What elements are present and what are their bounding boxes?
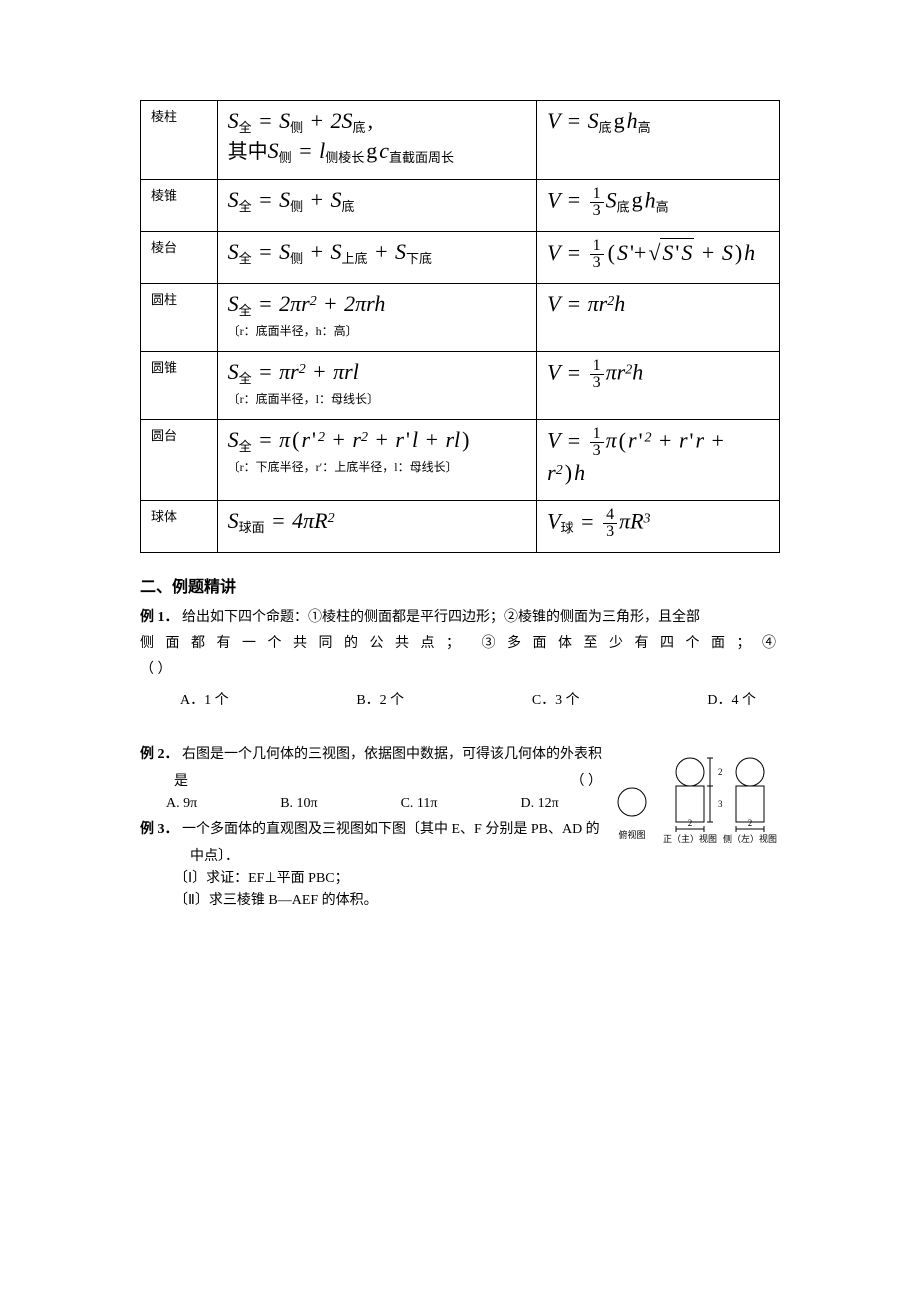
shape-name: 棱锥 [141,179,218,231]
svg-text:侧（左）视图: 侧（左）视图 [723,833,777,844]
example-3-stem-line1: 一个多面体的直观图及三视图如下图〔其中 E、F 分别是 PB、AD 的 [182,822,600,837]
example-3-stem-line2: 中点〕． [140,846,602,868]
table-row: 棱台S全 = S侧 + S上底 + S下底V = 13(S'+S'S + S)h [141,231,780,283]
example-3-sub1: 〔Ⅰ〕求证：EF⊥平面 PBC； [140,868,602,890]
option-a: A．1 个 [180,690,229,712]
example-3-sub2: 〔Ⅱ〕求三棱锥 B—AEF 的体积。 [140,890,602,912]
svg-text:3: 3 [718,799,723,809]
three-view-figure: 俯视图 2 3 2 正（主）视图 2 侧（左）视图 [610,740,780,856]
volume-cell: V = S底gh高 [537,101,780,180]
surface-area-cell: S全 = π(r'2 + r2 + r'l + rl)〔r：下底半径，r′：上底… [217,420,537,501]
example-1-label: 例 1． [140,610,179,625]
svg-text:2: 2 [718,767,723,777]
example-3-label: 例 3． [140,822,179,837]
table-row: 圆台S全 = π(r'2 + r2 + r'l + rl)〔r：下底半径，r′：… [141,420,780,501]
table-row: 棱锥S全 = S侧 + S底V = 13S底gh高 [141,179,780,231]
option-b: B．2 个 [356,690,404,712]
surface-area-cell: S球面 = 4πR2 [217,500,537,552]
table-row: 圆柱S全 = 2πr2 + 2πrh〔r：底面半径，h：高〕V = πr2h [141,284,780,352]
volume-cell: V = 13π(r'2 + r'r + r2)h [537,420,780,501]
shape-name: 圆柱 [141,284,218,352]
volume-cell: V = 13πr2h [537,352,780,420]
ex2-option-c: C. 11π [401,793,438,815]
example-1-stem-line1: 给出如下四个命题：①棱柱的侧面都是平行四边形；②棱锥的侧面为三角形，且全部 [182,610,700,625]
option-d: D．4 个 [707,690,756,712]
section-heading: 二、例题精讲 [140,575,780,601]
example-2-stem-line1: 右图是一个几何体的三视图，依据图中数据，可得该几何体的外表积 [182,747,602,762]
surface-area-cell: S全 = S侧 + S底 [217,179,537,231]
example-3: 例 3． 一个多面体的直观图及三视图如下图〔其中 E、F 分别是 PB、AD 的 [140,819,602,841]
table-row: 球体S球面 = 4πR2V球 = 43πR3 [141,500,780,552]
table-row: 棱柱S全 = S侧 + 2S底,其中S侧 = l侧棱长gc直截面周长V = S底… [141,101,780,180]
svg-text:正（主）视图: 正（主）视图 [663,833,717,844]
example-1-options: A．1 个 B．2 个 C．3 个 D．4 个 [140,686,756,716]
example-1-stem-line2: 侧 面 都 有 一 个 共 同 的 公 共 点 ； ③ 多 面 体 至 少 有 … [140,633,780,655]
example-2-options: A. 9π B. 10π C. 11π D. 12π [140,793,559,815]
shape-name: 棱柱 [141,101,218,180]
example-2-3-block: 例 2． 右图是一个几何体的三视图，依据图中数据，可得该几何体的外表积 是 （ … [140,740,780,913]
svg-text:2: 2 [748,818,753,828]
example-2-stem-line2: 是 （ ） [140,771,602,793]
volume-cell: V = 13S底gh高 [537,179,780,231]
surface-area-cell: S全 = S侧 + 2S底,其中S侧 = l侧棱长gc直截面周长 [217,101,537,180]
document-page: 棱柱S全 = S侧 + 2S底,其中S侧 = l侧棱长gc直截面周长V = S底… [0,0,920,1113]
shape-name: 圆锥 [141,352,218,420]
svg-text:2: 2 [688,818,693,828]
svg-text:俯视图: 俯视图 [618,829,645,840]
example-2: 例 2． 右图是一个几何体的三视图，依据图中数据，可得该几何体的外表积 [140,744,602,766]
volume-cell: V = 13(S'+S'S + S)h [537,231,780,283]
surface-area-cell: S全 = 2πr2 + 2πrh〔r：底面半径，h：高〕 [217,284,537,352]
example-2-label: 例 2． [140,747,179,762]
volume-cell: V = πr2h [537,284,780,352]
ex2-option-b: B. 10π [280,793,317,815]
example-1: 例 1． 给出如下四个命题：①棱柱的侧面都是平行四边形；②棱锥的侧面为三角形，且… [140,607,780,629]
volume-cell: V球 = 43πR3 [537,500,780,552]
example-1-stem-line3: （ ） [140,659,780,681]
table-row: 圆锥S全 = πr2 + πrl〔r：底面半径，l：母线长〕V = 13πr2h [141,352,780,420]
option-c: C．3 个 [532,690,580,712]
ex2-option-d: D. 12π [520,793,558,815]
shape-name: 圆台 [141,420,218,501]
shape-name: 棱台 [141,231,218,283]
shape-name: 球体 [141,500,218,552]
surface-area-cell: S全 = S侧 + S上底 + S下底 [217,231,537,283]
formula-table: 棱柱S全 = S侧 + 2S底,其中S侧 = l侧棱长gc直截面周长V = S底… [140,100,780,553]
surface-area-cell: S全 = πr2 + πrl〔r：底面半径，l：母线长〕 [217,352,537,420]
ex2-option-a: A. 9π [166,793,197,815]
